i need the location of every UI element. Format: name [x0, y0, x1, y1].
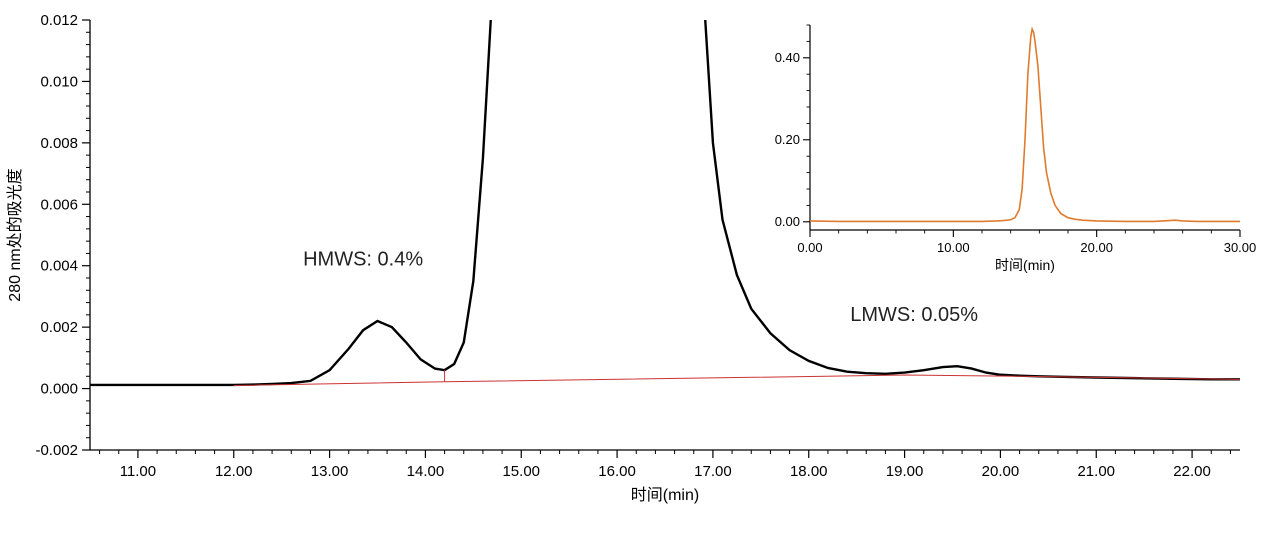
svg-text:16.00: 16.00	[598, 463, 636, 480]
svg-text:0.40: 0.40	[775, 50, 800, 65]
svg-text:0.000: 0.000	[40, 381, 78, 398]
svg-text:11.00: 11.00	[120, 463, 156, 480]
svg-text:17.00: 17.00	[694, 463, 732, 480]
svg-text:0.002: 0.002	[40, 319, 78, 336]
inset-x-axis-label: 时间(min)	[995, 257, 1055, 273]
annotation-hmws: HMWS: 0.4%	[303, 249, 423, 271]
svg-text:30.00: 30.00	[1224, 240, 1257, 255]
svg-text:21.00: 21.00	[1077, 463, 1115, 480]
svg-text:19.00: 19.00	[886, 463, 924, 480]
svg-text:0.20: 0.20	[775, 132, 800, 147]
inset-chromatogram-trace	[810, 29, 1240, 221]
svg-text:18.00: 18.00	[790, 463, 828, 480]
svg-text:0.004: 0.004	[40, 258, 78, 275]
chart-svg: 11.00 12.00 13.00 14.00 15.00 16.00 17.00 18.00…	[0, 0, 1280, 552]
svg-text:12.00: 12.00	[215, 463, 253, 480]
main-chromatogram-trace	[90, 0, 1240, 385]
svg-text:0.010: 0.010	[40, 73, 78, 90]
svg-text:22.00: 22.00	[1173, 463, 1211, 480]
annotation-lmws: LMWS: 0.05%	[850, 304, 978, 326]
svg-text:-0.002: -0.002	[35, 442, 78, 459]
svg-text:0.008: 0.008	[40, 135, 78, 152]
svg-text:14.00: 14.00	[407, 463, 445, 480]
svg-text:20.00: 20.00	[982, 463, 1020, 480]
svg-text:0.006: 0.006	[40, 196, 78, 213]
svg-text:15.00: 15.00	[502, 463, 540, 480]
chromatogram-figure: 11.00 12.00 13.00 14.00 15.00 16.00 17.00 18.00…	[0, 0, 1280, 552]
x-axis-label: 时间(min)	[631, 486, 699, 504]
svg-text:13.00: 13.00	[311, 463, 349, 480]
svg-text:10.00: 10.00	[937, 240, 970, 255]
svg-text:0.00: 0.00	[797, 240, 822, 255]
main-chart-axes: 11.00 12.00 13.00 14.00 15.00 16.00 17.00 18.00…	[35, 12, 1240, 480]
svg-text:0.00: 0.00	[775, 214, 800, 229]
y-axis-label: 280 nm处的吸光度	[6, 168, 24, 301]
svg-text:0.012: 0.012	[40, 12, 78, 29]
svg-text:20.00: 20.00	[1080, 240, 1113, 255]
